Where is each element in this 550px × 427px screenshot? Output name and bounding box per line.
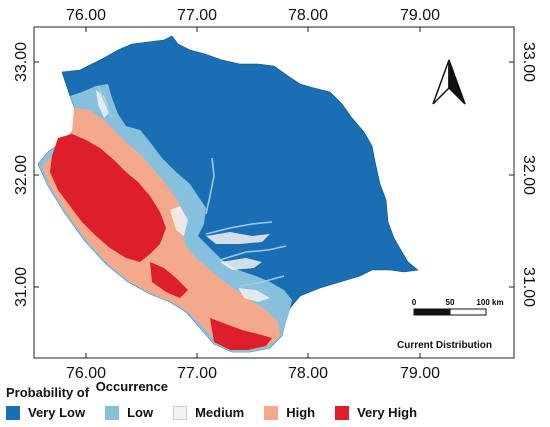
x-tick-top: 77.00 xyxy=(177,7,217,24)
scale-label-100: 100 km xyxy=(476,298,503,307)
x-tick-bottom: 77.00 xyxy=(177,365,217,382)
x-tick-bottom: 79.00 xyxy=(400,365,440,382)
x-tick-bottom: 76.00 xyxy=(66,365,106,382)
legend-item-very-high: Very High xyxy=(335,405,417,420)
x-ticks-top: 76.00 77.00 78.00 79.00 xyxy=(66,7,440,32)
legend-label: Very High xyxy=(357,405,418,420)
legend-item-high: High xyxy=(264,405,315,420)
legend-swatch xyxy=(6,405,20,420)
region-very-high-mid xyxy=(150,262,188,298)
x-tick-bottom: 78.00 xyxy=(288,365,328,382)
region-very-high-south xyxy=(210,318,272,350)
legend-item-low: Low xyxy=(105,405,153,420)
legend-swatch xyxy=(264,405,279,420)
legend-title: Probability of Occurrence xyxy=(6,379,168,400)
legend-label: Low xyxy=(127,405,154,420)
y-tick-left: 32.00 xyxy=(13,155,30,195)
legend: Very Low Low Medium High Very High xyxy=(6,405,437,420)
scale-label-0: 0 xyxy=(412,298,417,307)
x-tick-top: 76.00 xyxy=(66,7,106,24)
y-tick-left: 31.00 xyxy=(13,267,30,307)
panel-label: Current Distribution xyxy=(397,340,492,351)
y-tick-right: 33.00 xyxy=(520,42,537,82)
region-medium xyxy=(96,90,270,302)
scale-bar: 0 50 100 km xyxy=(412,298,504,316)
legend-label: Very Low xyxy=(28,405,86,420)
y-tick-right: 31.00 xyxy=(520,267,537,307)
legend-title-part1: Probability of xyxy=(6,385,90,400)
legend-swatch xyxy=(173,405,188,420)
legend-item-very-low: Very Low xyxy=(6,405,85,420)
legend-title-part2: Occurrence xyxy=(95,379,168,394)
legend-swatch xyxy=(335,405,350,420)
legend-item-medium: Medium xyxy=(173,405,244,420)
x-ticks-bottom: 76.00 77.00 78.00 79.00 xyxy=(66,353,440,382)
y-ticks-right: 33.00 32.00 31.00 xyxy=(509,42,537,307)
legend-swatch xyxy=(105,405,120,420)
legend-label: Medium xyxy=(195,405,245,420)
x-tick-top: 79.00 xyxy=(400,7,440,24)
north-arrow-icon xyxy=(432,59,466,105)
y-tick-left: 33.00 xyxy=(13,42,30,82)
region-very-high xyxy=(50,134,166,262)
valley-streaks xyxy=(97,85,287,287)
x-tick-top: 78.00 xyxy=(288,7,328,24)
y-ticks-left: 33.00 32.00 31.00 xyxy=(13,42,39,307)
legend-label: High xyxy=(286,405,316,420)
y-tick-right: 32.00 xyxy=(520,155,537,195)
scale-label-50: 50 xyxy=(446,298,455,307)
